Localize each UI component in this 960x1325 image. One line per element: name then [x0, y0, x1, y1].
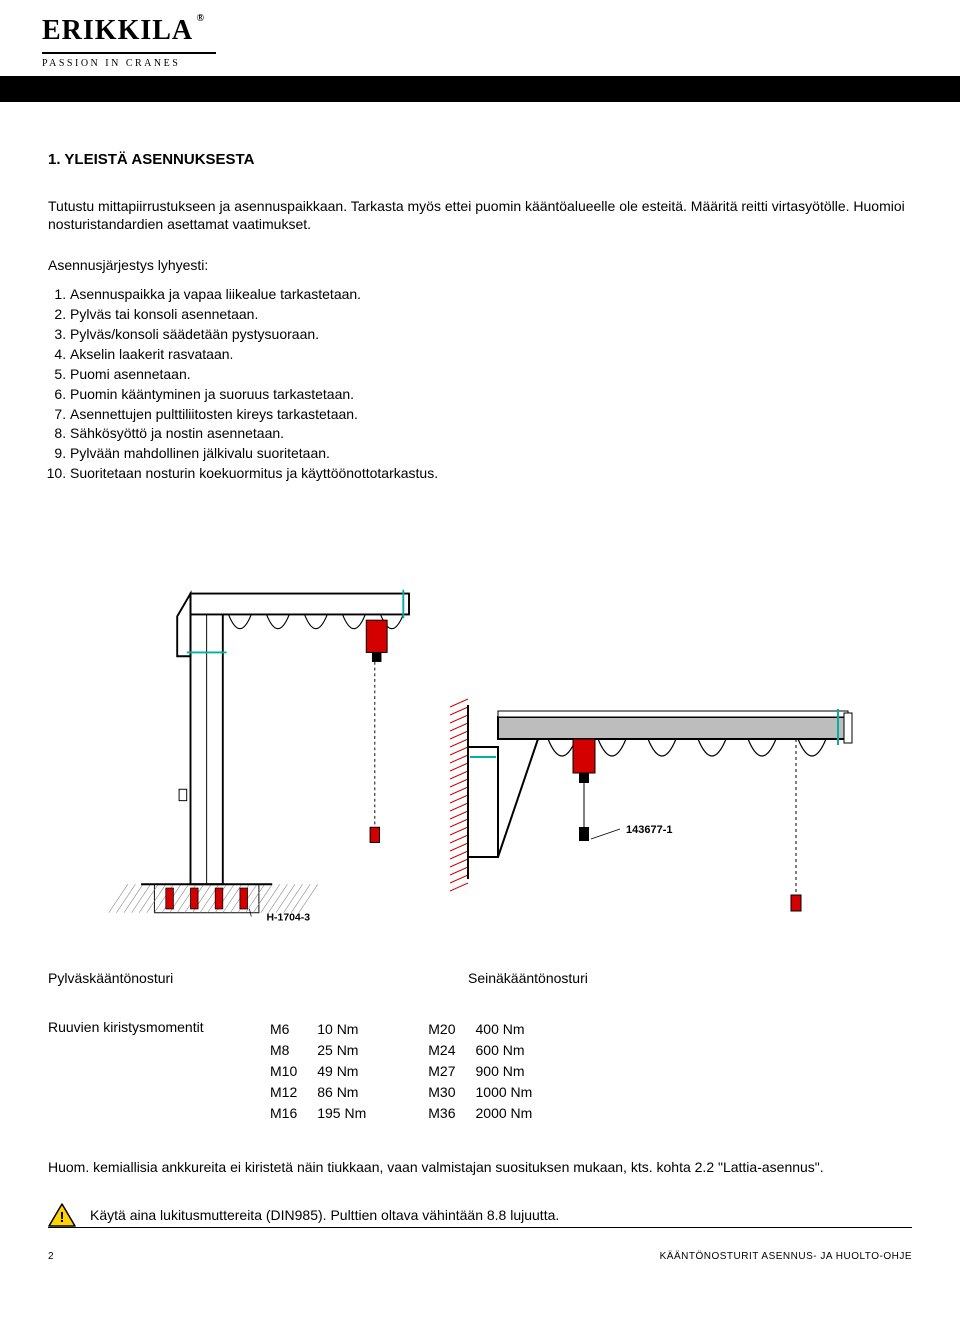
step-item: Pylväs/konsoli säädetään pystysuoraan.	[70, 325, 912, 344]
step-item: Puomin kääntyminen ja suoruus tarkasteta…	[70, 385, 912, 404]
steps-list: Asennuspaikka ja vapaa liikealue tarkast…	[48, 285, 912, 483]
table-cell: 1000 Nm	[476, 1083, 551, 1102]
table-cell: M24	[428, 1041, 473, 1060]
warning-row: ! Käytä aina lukitusmuttereita (DIN985).…	[48, 1203, 912, 1227]
page-title: 1. YLEISTÄ ASENNUKSESTA	[48, 150, 912, 170]
steps-heading: Asennusjärjestys lyhyesti:	[48, 256, 912, 275]
caption-left: Pylväskääntönosturi	[48, 969, 468, 988]
table-cell: 25 Nm	[317, 1041, 384, 1060]
brand-reg: ®	[197, 12, 205, 26]
table-cell: M27	[428, 1062, 473, 1081]
torque-table-right: M20400 NmM24600 NmM27900 NmM301000 NmM36…	[426, 1018, 552, 1124]
step-item: Sähkösyöttö ja nostin asennetaan.	[70, 424, 912, 443]
step-item: Asennettujen pulttiliitosten kireys tark…	[70, 405, 912, 424]
step-item: Puomi asennetaan.	[70, 365, 912, 384]
table-cell: 10 Nm	[317, 1020, 384, 1039]
torque-table-left: M610 NmM825 NmM1049 NmM1286 NmM16195 Nm	[268, 1018, 386, 1124]
svg-text:143677-1: 143677-1	[626, 824, 673, 836]
table-cell: 900 Nm	[476, 1062, 551, 1081]
footer: 2 KÄÄNTÖNOSTURIT ASENNUS- JA HUOLTO-OHJE	[0, 1250, 960, 1278]
caption-right: Seinäkääntönosturi	[468, 969, 912, 988]
warning-text: Käytä aina lukitusmuttereita (DIN985). P…	[90, 1206, 559, 1225]
brand-text: ERIKKILA	[42, 15, 193, 46]
table-cell: M8	[270, 1041, 315, 1060]
table-row: M16195 Nm	[270, 1104, 384, 1123]
diagram-pillar-crane: H-1704-3	[48, 537, 428, 937]
table-cell: 400 Nm	[476, 1020, 551, 1039]
table-row: M610 Nm	[270, 1020, 384, 1039]
footer-doc-title: KÄÄNTÖNOSTURIT ASENNUS- JA HUOLTO-OHJE	[660, 1250, 912, 1264]
table-cell: M6	[270, 1020, 315, 1039]
table-cell: 195 Nm	[317, 1104, 384, 1123]
step-item: Suoritetaan nosturin koekuormitus ja käy…	[70, 464, 912, 483]
table-row: M301000 Nm	[428, 1083, 550, 1102]
table-cell: M10	[270, 1062, 315, 1081]
page-number: 2	[48, 1250, 54, 1264]
step-item: Akselin laakerit rasvataan.	[70, 345, 912, 364]
table-cell: M20	[428, 1020, 473, 1039]
table-cell: M12	[270, 1083, 315, 1102]
diagram-captions: Pylväskääntönosturi Seinäkääntönosturi	[48, 969, 912, 988]
brand-name: ERIKKILA®	[42, 12, 193, 50]
diagram-row: H-1704-3 143677-1	[48, 537, 912, 937]
table-cell: 600 Nm	[476, 1041, 551, 1060]
table-cell: M30	[428, 1083, 473, 1102]
table-row: M362000 Nm	[428, 1104, 550, 1123]
svg-text:H-1704-3: H-1704-3	[267, 912, 311, 923]
footer-line	[48, 1227, 912, 1228]
table-cell: 49 Nm	[317, 1062, 384, 1081]
torque-label: Ruuvien kiristysmomentit	[48, 1018, 268, 1037]
torque-section: Ruuvien kiristysmomentit M610 NmM825 NmM…	[48, 1018, 912, 1124]
intro-paragraph: Tutustu mittapiirrustukseen ja asennuspa…	[48, 197, 912, 235]
step-item: Pylväs tai konsoli asennetaan.	[70, 305, 912, 324]
table-row: M27900 Nm	[428, 1062, 550, 1081]
table-cell: M16	[270, 1104, 315, 1123]
page-content: 1. YLEISTÄ ASENNUKSESTA Tutustu mittapii…	[0, 150, 960, 1227]
table-cell: 2000 Nm	[476, 1104, 551, 1123]
diagram-wall-crane: 143677-1	[448, 657, 868, 937]
table-cell: M36	[428, 1104, 473, 1123]
svg-text:!: !	[60, 1209, 65, 1226]
step-item: Asennuspaikka ja vapaa liikealue tarkast…	[70, 285, 912, 304]
table-row: M24600 Nm	[428, 1041, 550, 1060]
torque-tables: M610 NmM825 NmM1049 NmM1286 NmM16195 Nm …	[268, 1018, 552, 1124]
note-text: Huom. kemiallisia ankkureita ei kiristet…	[48, 1158, 912, 1177]
table-row: M1286 Nm	[270, 1083, 384, 1102]
step-item: Pylvään mahdollinen jälkivalu suoritetaa…	[70, 444, 912, 463]
table-row: M1049 Nm	[270, 1062, 384, 1081]
table-cell: 86 Nm	[317, 1083, 384, 1102]
header: ERIKKILA® PASSION IN CRANES	[0, 0, 960, 70]
brand-tagline: PASSION IN CRANES	[42, 57, 960, 71]
header-blackbar	[0, 76, 960, 102]
table-row: M20400 Nm	[428, 1020, 550, 1039]
brand-underline	[42, 52, 216, 54]
table-row: M825 Nm	[270, 1041, 384, 1060]
warning-icon: !	[48, 1203, 76, 1227]
